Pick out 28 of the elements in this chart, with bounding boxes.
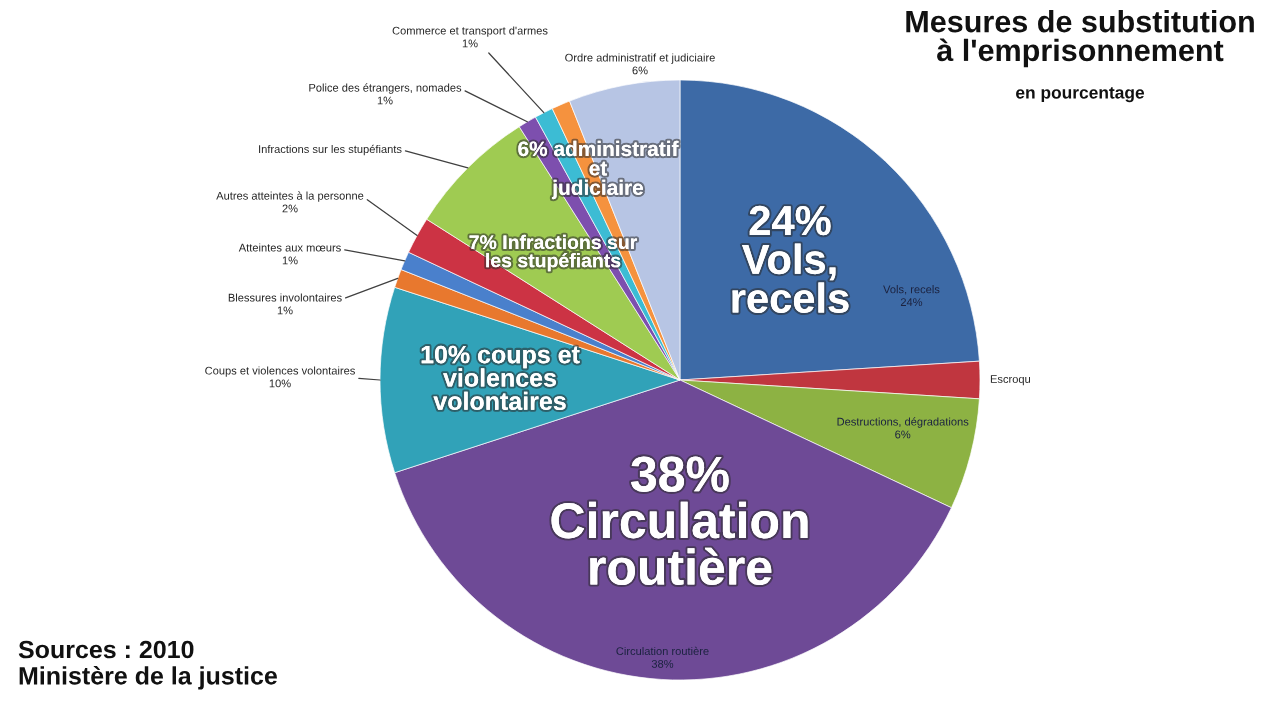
slice-label: Ordre administratif et judiciaire <box>565 53 715 64</box>
source-note: Sources : 2010 Ministère de la justice <box>18 640 277 690</box>
data-label: 6% <box>895 430 911 439</box>
data-label: 1% <box>462 39 478 48</box>
slice-label: Escroqu <box>990 375 1031 386</box>
slice-label: Atteintes aux mœurs <box>238 243 341 252</box>
data-label: 24% <box>900 298 923 306</box>
slice-label: Commerce et transport d'armes <box>392 26 548 37</box>
slice-label: Police des étrangers, nomades <box>309 83 462 94</box>
slice-label: Infractions sur les stupéfiants <box>259 144 402 156</box>
text: en pourcentage <box>1016 87 1145 103</box>
slice-label: Destructions, dégradations <box>837 417 969 428</box>
text: 38% Circulation routière <box>551 456 808 586</box>
data-label: 1% <box>277 306 293 315</box>
slice-label: Circulation routière <box>616 646 709 656</box>
slice-label: Coups et violences volontaires <box>205 366 355 377</box>
data-label: 2% <box>282 204 298 213</box>
data-label: 6% <box>632 66 648 75</box>
data-label: 10% <box>269 379 291 388</box>
text: 10% coups et violences volontaires <box>421 345 580 411</box>
text: 24% Vols, recels <box>732 205 849 314</box>
data-label: 38% <box>651 659 674 668</box>
data-label: 1% <box>377 96 393 105</box>
slice-label: Vols, recels <box>883 285 940 295</box>
chart-title: Mesures de substitution à l'emprisonnement <box>906 10 1254 68</box>
slice-label: Blessures involontaires <box>228 293 342 302</box>
data-label: 1% <box>282 256 298 265</box>
slice-label: Autres atteintes à la personne <box>216 191 364 202</box>
